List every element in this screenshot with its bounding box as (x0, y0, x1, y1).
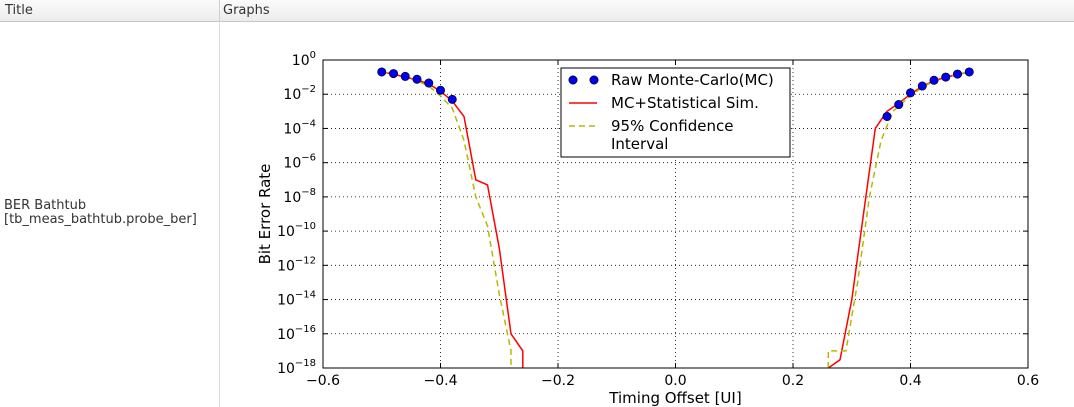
x-tick-label: −0.6 (306, 373, 340, 389)
y-tick-label: 10−6 (283, 153, 316, 172)
x-tick-label: −0.2 (541, 373, 575, 389)
y-tick-label: 10−8 (283, 187, 316, 206)
legend-label: MC+Statistical Sim. (611, 94, 759, 112)
tick-layer: −0.6 −0.4 −0.2 0.0 0.2 0.4 0.6 100 10−2 10−4 10−6 1… (277, 50, 1039, 389)
monte-carlo-point (424, 78, 434, 88)
series-layer (377, 67, 974, 368)
monte-carlo-point (400, 71, 410, 81)
legend: Raw Monte-Carlo(MC) MC+Statistical Sim. 95… (560, 67, 791, 158)
monte-carlo-point (941, 72, 951, 82)
y-tick-label: 10−4 (283, 118, 316, 137)
x-tick-label: −0.4 (424, 373, 458, 389)
x-tick-label: 0.6 (1017, 373, 1039, 389)
table-header: Title Graphs (0, 0, 1074, 22)
legend-label: Raw Monte-Carlo(MC) (611, 71, 774, 89)
column-header-graphs[interactable]: Graphs (223, 3, 270, 18)
monte-carlo-point (412, 74, 422, 84)
row-title-name: BER Bathtub (4, 198, 87, 213)
column-header-title[interactable]: Title (0, 0, 220, 22)
x-tick-label: 0.0 (664, 373, 686, 389)
monte-carlo-point (435, 85, 445, 95)
monte-carlo-point (447, 94, 457, 104)
y-tick-label: 10−2 (283, 84, 316, 103)
monte-carlo-point (882, 111, 892, 121)
y-tick-label: 10−12 (277, 255, 316, 274)
legend-label: 95% Confidence Interval (611, 117, 733, 153)
statistical-sim-line (827, 71, 970, 368)
row-title-probe: [tb_meas_bathtub.probe_ber] (4, 212, 197, 227)
confidence-interval-line (381, 71, 512, 368)
monte-carlo-point (952, 69, 962, 79)
y-axis-label: Bit Error Rate (256, 164, 274, 265)
legend-box (560, 67, 791, 158)
monte-carlo-point (929, 75, 939, 85)
x-tick-label: 0.4 (899, 373, 921, 389)
x-axis-label: Timing Offset [UI] (608, 389, 741, 407)
column-divider (219, 22, 220, 407)
confidence-interval-line (827, 71, 970, 368)
monte-carlo-point (905, 88, 915, 98)
y-tick-label: 10−16 (277, 324, 316, 343)
monte-carlo-point (894, 100, 904, 110)
row-title: BER Bathtub [tb_meas_bathtub.probe_ber] (4, 199, 197, 227)
y-tick-label: 10−14 (277, 290, 316, 309)
x-tick-label: 0.2 (782, 373, 804, 389)
monte-carlo-point (964, 67, 974, 77)
legend-marker (589, 75, 599, 85)
monte-carlo-point (388, 69, 398, 79)
monte-carlo-point (917, 81, 927, 91)
y-tick-label: 10−18 (277, 358, 316, 377)
monte-carlo-point (377, 67, 387, 77)
y-tick-label: 10−10 (277, 221, 316, 240)
legend-marker (568, 75, 578, 85)
y-tick-label: 100 (292, 50, 316, 69)
statistical-sim-line (381, 71, 524, 368)
